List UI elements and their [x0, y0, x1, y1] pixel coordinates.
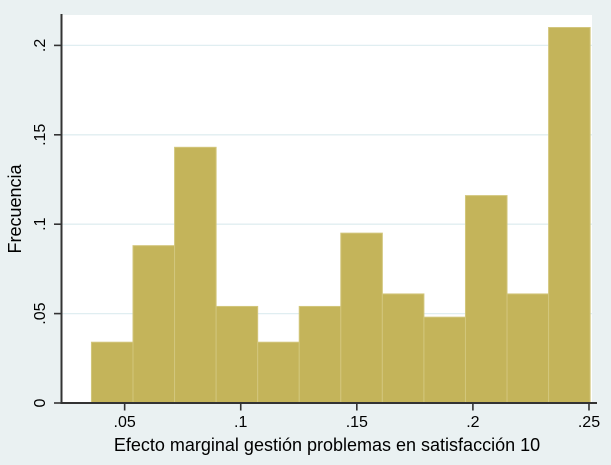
histogram-bar [506, 293, 550, 404]
histogram-bar [464, 195, 508, 404]
x-tick-label: .05 [114, 414, 136, 431]
y-tick-label: .15 [32, 124, 49, 146]
histogram-bar [340, 232, 383, 404]
x-tick-label: .25 [578, 414, 600, 431]
tick-marks [54, 44, 590, 411]
histogram-bar [548, 27, 591, 404]
histogram-bar [298, 305, 342, 404]
x-tick-label: .1 [234, 414, 247, 431]
y-axis-title: Frecuencia [5, 163, 25, 253]
histogram-bar [90, 341, 134, 404]
y-tick-label: .1 [32, 217, 49, 230]
x-tick-label: .2 [466, 414, 479, 431]
histogram-bar [381, 293, 425, 404]
histogram-bar [257, 341, 300, 404]
histogram-bar [174, 146, 217, 404]
tick-labels: 0 .05 .1 .15 .2 .05 .1 .15 .2 .25 [32, 39, 600, 431]
histogram-bar [423, 316, 466, 404]
y-tick-label: .2 [32, 39, 49, 52]
x-axis-title: Efecto marginal gestión problemas en sat… [114, 435, 540, 455]
x-tick-label: .15 [346, 414, 368, 431]
y-tick-label: .05 [32, 302, 49, 324]
axis-lines [60, 14, 597, 404]
histogram-bar [215, 305, 259, 404]
histogram-bar [132, 245, 176, 404]
y-tick-label: 0 [32, 398, 49, 407]
